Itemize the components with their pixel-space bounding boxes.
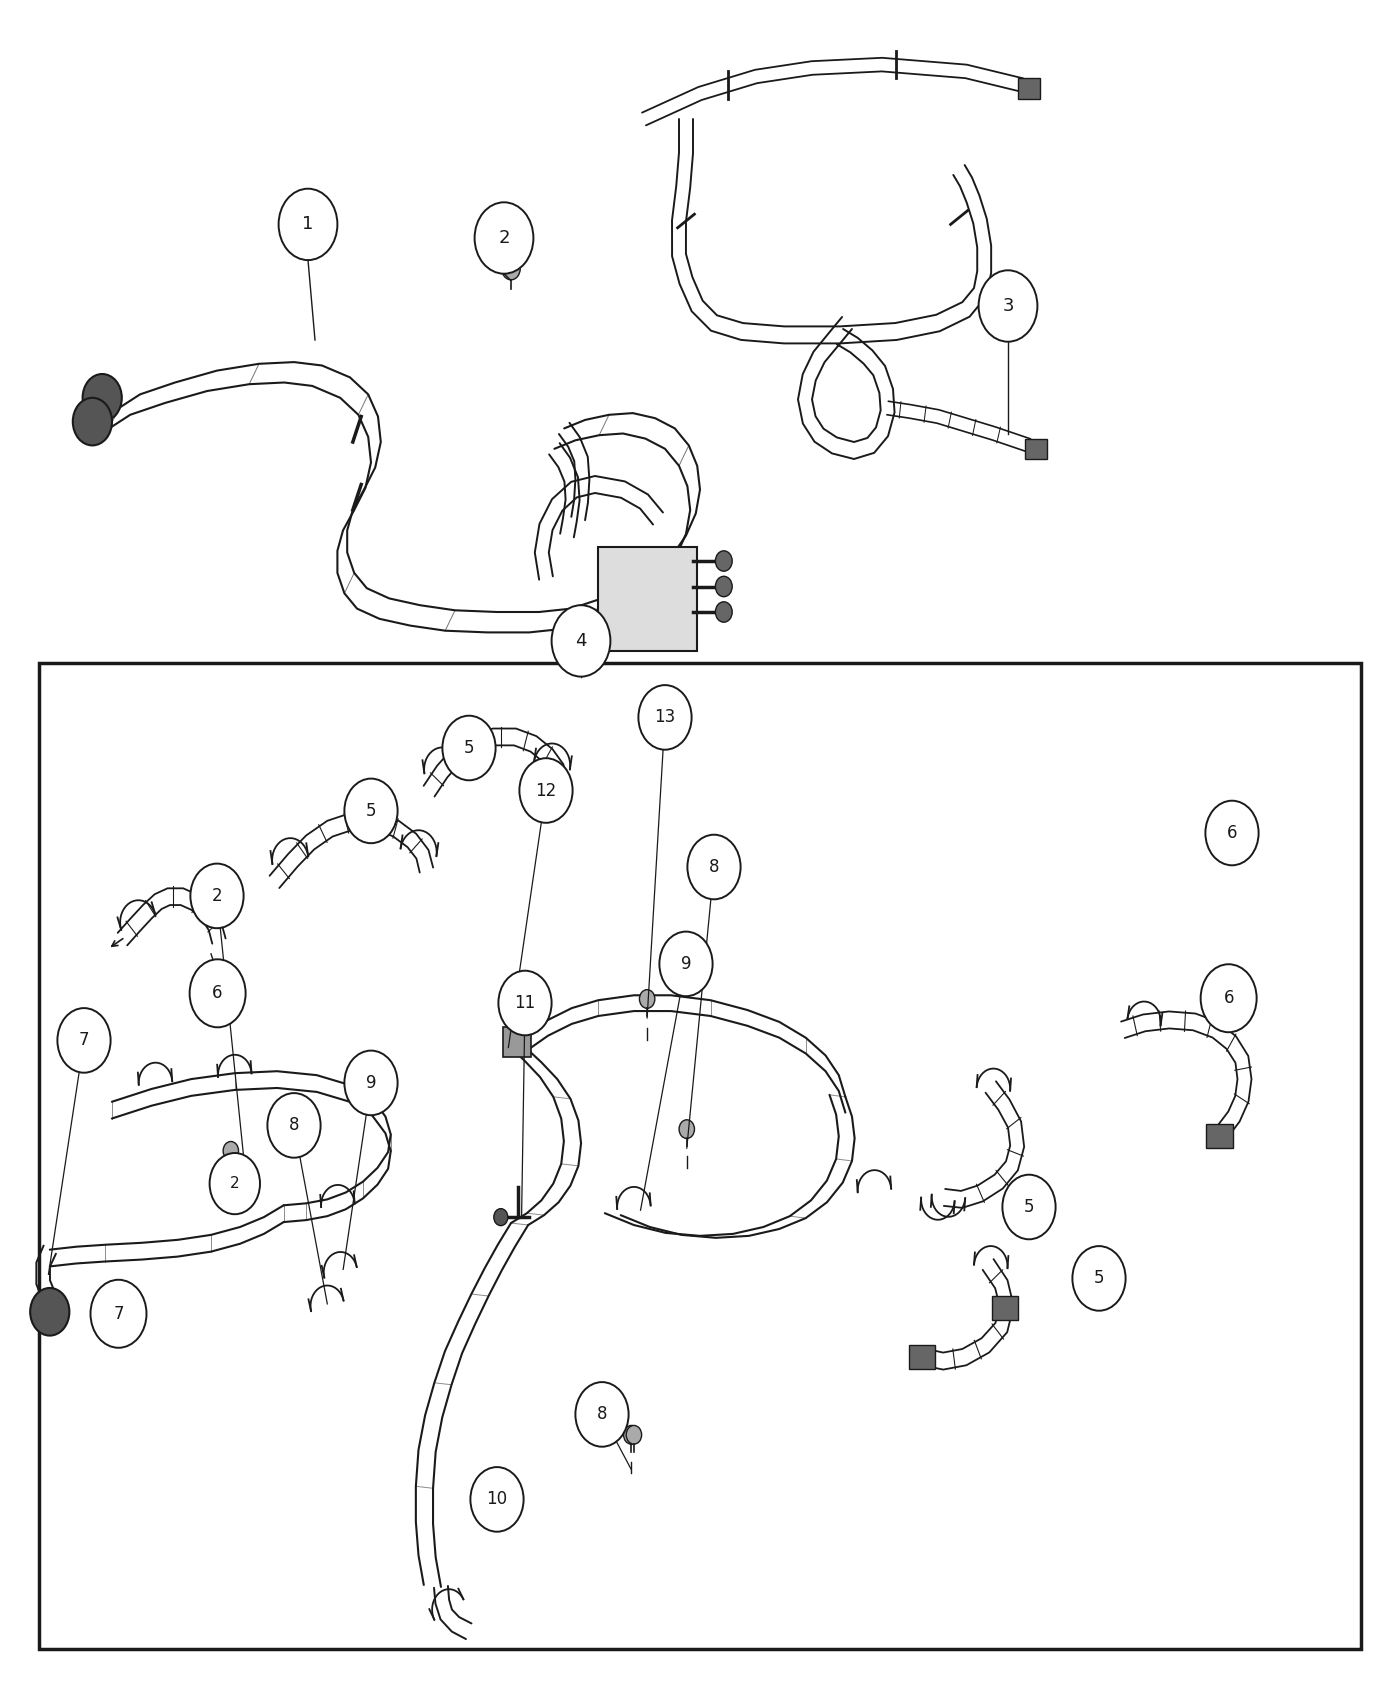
FancyBboxPatch shape	[503, 1027, 531, 1057]
Circle shape	[470, 1467, 524, 1532]
Text: 3: 3	[1002, 298, 1014, 314]
Circle shape	[979, 270, 1037, 342]
Circle shape	[1072, 1246, 1126, 1311]
Text: 11: 11	[514, 994, 536, 1011]
Text: 5: 5	[1023, 1198, 1035, 1216]
Circle shape	[638, 685, 692, 750]
Text: 9: 9	[680, 955, 692, 972]
Text: 5: 5	[365, 802, 377, 819]
FancyBboxPatch shape	[39, 663, 1361, 1649]
Circle shape	[279, 189, 337, 260]
Circle shape	[679, 1120, 694, 1139]
Circle shape	[519, 758, 573, 823]
Circle shape	[575, 1382, 629, 1447]
Circle shape	[1002, 1175, 1056, 1239]
Text: 7: 7	[78, 1032, 90, 1049]
Circle shape	[190, 864, 244, 928]
Circle shape	[267, 1093, 321, 1158]
Circle shape	[552, 605, 610, 677]
Circle shape	[687, 835, 741, 899]
Text: 10: 10	[486, 1491, 508, 1508]
Circle shape	[715, 551, 732, 571]
Text: 8: 8	[596, 1406, 608, 1423]
Circle shape	[91, 1280, 147, 1348]
Text: 9: 9	[365, 1074, 377, 1091]
Text: 6: 6	[1224, 989, 1233, 1006]
Circle shape	[1201, 964, 1257, 1032]
Circle shape	[344, 779, 398, 843]
Circle shape	[189, 959, 245, 1027]
FancyBboxPatch shape	[1018, 78, 1040, 99]
Circle shape	[210, 1153, 260, 1214]
Circle shape	[626, 1425, 641, 1445]
Text: 12: 12	[535, 782, 557, 799]
Text: 5: 5	[463, 740, 475, 756]
Text: 4: 4	[575, 632, 587, 649]
Circle shape	[715, 576, 732, 597]
Circle shape	[1205, 801, 1259, 865]
Text: 13: 13	[654, 709, 676, 726]
Circle shape	[494, 1209, 508, 1226]
Circle shape	[715, 602, 732, 622]
Circle shape	[501, 257, 521, 280]
Circle shape	[73, 398, 112, 445]
Circle shape	[57, 1008, 111, 1073]
Text: 2: 2	[230, 1176, 239, 1192]
Text: 6: 6	[213, 984, 223, 1003]
FancyBboxPatch shape	[993, 1295, 1018, 1319]
Circle shape	[442, 716, 496, 780]
Text: 2: 2	[498, 230, 510, 246]
Circle shape	[344, 1051, 398, 1115]
Text: 5: 5	[1093, 1270, 1105, 1287]
Text: 8: 8	[708, 858, 720, 876]
Circle shape	[31, 1289, 70, 1336]
Text: 8: 8	[288, 1117, 300, 1134]
FancyBboxPatch shape	[909, 1345, 935, 1368]
Circle shape	[623, 1425, 638, 1445]
Text: 1: 1	[302, 216, 314, 233]
Circle shape	[83, 374, 122, 422]
FancyBboxPatch shape	[1207, 1124, 1232, 1148]
FancyBboxPatch shape	[1025, 439, 1047, 459]
Circle shape	[498, 971, 552, 1035]
Circle shape	[475, 202, 533, 274]
Text: 2: 2	[211, 887, 223, 904]
Circle shape	[640, 989, 655, 1008]
Text: 7: 7	[113, 1306, 123, 1323]
Circle shape	[659, 932, 713, 996]
Text: 6: 6	[1226, 824, 1238, 842]
FancyBboxPatch shape	[598, 547, 697, 651]
Circle shape	[223, 1141, 238, 1159]
